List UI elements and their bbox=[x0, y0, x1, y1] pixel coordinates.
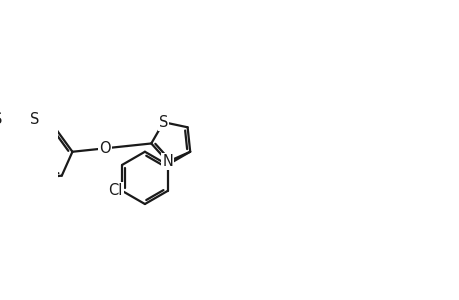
Text: S: S bbox=[30, 112, 39, 128]
Text: S: S bbox=[0, 112, 3, 128]
Text: S: S bbox=[158, 115, 168, 130]
Text: N: N bbox=[162, 154, 173, 169]
Text: Cl: Cl bbox=[108, 184, 122, 199]
Text: O: O bbox=[99, 141, 111, 156]
